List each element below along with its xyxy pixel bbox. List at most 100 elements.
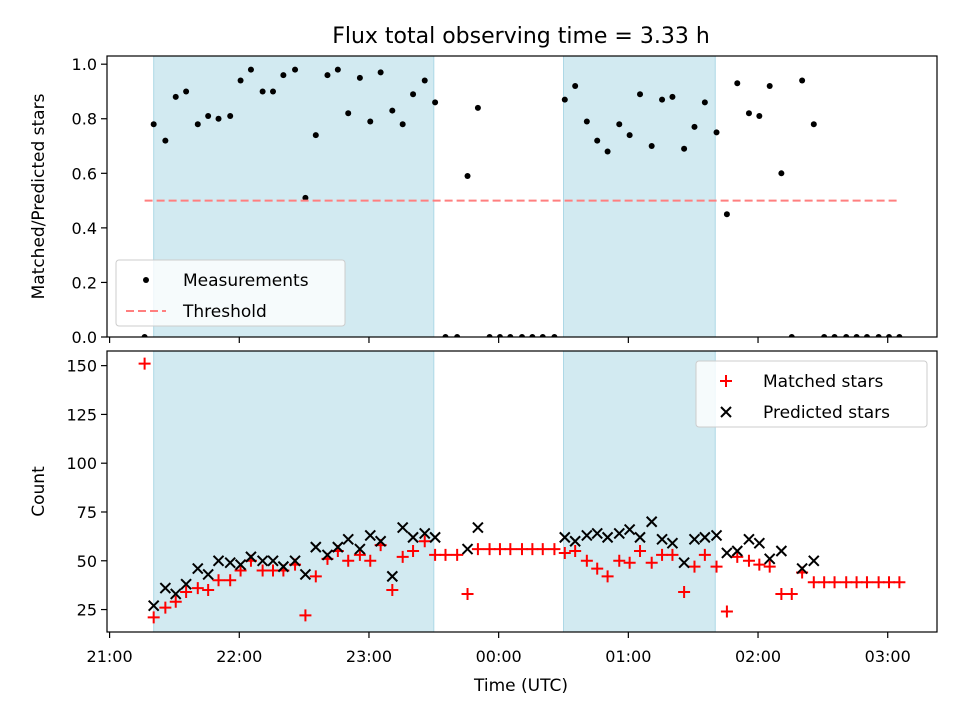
matched-stars-point	[299, 609, 312, 622]
measurement-point	[799, 77, 806, 84]
shaded-interval-1	[153, 351, 434, 632]
matched-stars-point	[309, 570, 322, 583]
matched-stars-point	[483, 543, 496, 556]
measurement-point	[669, 93, 676, 100]
measurement-point	[205, 113, 212, 120]
matched-stars-point	[666, 548, 679, 561]
measurement-point	[756, 113, 763, 120]
predicted-stars-point	[321, 549, 334, 561]
legend-frame	[695, 360, 928, 428]
measurement-point	[421, 77, 428, 84]
predicted-stars-point	[656, 533, 668, 546]
legend-label: Matched stars	[763, 372, 883, 392]
legend-label: Measurements	[183, 271, 309, 291]
predicted-stars-point	[180, 578, 192, 590]
predicted-stars-point	[731, 545, 743, 557]
predicted-stars-point	[374, 535, 387, 547]
matched-stars-point	[645, 556, 658, 569]
measurement-point	[701, 99, 708, 106]
measurement-point	[215, 115, 222, 122]
predicted-stars-point	[170, 588, 182, 600]
measurement-point	[681, 145, 688, 152]
predicted-stars-point	[743, 533, 755, 546]
predicted-stars-point	[277, 560, 290, 573]
predicted-stars-point	[245, 551, 257, 563]
matched-stars-point	[591, 562, 604, 575]
predicted-stars-point	[429, 531, 441, 544]
x-tick-label: 21:00	[87, 647, 133, 666]
predicted-stars-point	[461, 543, 474, 555]
measurement-point	[572, 83, 579, 90]
measurement-point	[247, 66, 254, 73]
axes-frame	[106, 350, 938, 633]
matched-stars-point	[169, 595, 182, 608]
matched-stars-point	[202, 584, 215, 597]
predicted-stars-point	[699, 531, 711, 544]
matched-stars-point	[613, 554, 626, 567]
measurement-point	[551, 334, 558, 337]
matched-stars-point	[212, 574, 225, 587]
y-tick-label: 100	[66, 454, 97, 473]
predicted-stars-point	[581, 529, 593, 542]
chart-title: Flux total observing time = 3.33 h	[332, 24, 710, 49]
measurement-point	[162, 137, 169, 144]
measurement-point	[788, 334, 795, 337]
matched-stars-point	[256, 564, 269, 577]
matched-stars-point	[742, 554, 755, 567]
matched-stars-point	[267, 564, 279, 577]
measurement-point	[843, 334, 850, 337]
shaded-interval-2	[563, 351, 716, 632]
matched-stars-point	[623, 556, 636, 569]
predicted-stars-point	[159, 582, 172, 594]
predicted-stars-point	[224, 557, 236, 569]
legend-label: Predicted stars	[763, 403, 890, 423]
matched-stars-point	[688, 560, 701, 573]
matched-stars-point	[159, 601, 172, 614]
matched-stars-point	[850, 576, 863, 589]
matched-stars-point	[775, 587, 788, 600]
y-tick-label: 150	[66, 357, 97, 376]
matched-stars-point	[753, 558, 766, 571]
predicted-stars-point	[419, 527, 431, 540]
matched-stars-point	[883, 576, 896, 589]
measurement-point	[442, 334, 449, 337]
measurement-point	[734, 80, 741, 87]
measurement-point	[821, 334, 828, 337]
matched-stars-point	[872, 576, 885, 589]
predicted-stars-point	[342, 533, 354, 546]
measurement-point	[691, 123, 698, 130]
count-panel: 25 50 75 100 125 150 21:00 22:00 23:00 00:00 01:00…	[29, 350, 938, 666]
predicted-stars-point	[299, 568, 312, 581]
matched-stars-point	[147, 611, 160, 624]
measurement-point	[280, 72, 287, 79]
y-axis-label: Matched/Predicted stars	[29, 93, 49, 299]
matched-stars-point	[429, 548, 442, 561]
measurement-point	[604, 148, 611, 155]
predicted-stars-point	[634, 531, 646, 544]
measurement-point	[713, 129, 720, 136]
measurement-point	[886, 334, 893, 337]
y-axis-label: Count	[29, 466, 49, 517]
y-tick-label: 50	[77, 552, 97, 571]
matched-stars-point	[526, 543, 539, 556]
matched-stars-point	[234, 564, 247, 577]
y-tick-label: 0.2	[72, 273, 97, 292]
matched-stars-point	[785, 587, 798, 600]
y-tick-label: 75	[77, 503, 97, 522]
predicted-stars-point	[688, 533, 701, 546]
ratio-panel: 0.0 0.2 0.4 0.6 0.8 1.0 Matched/Predicted star…	[29, 55, 938, 347]
predicted-stars-point	[310, 541, 322, 553]
matched-stars-point	[548, 543, 561, 556]
measurement-point	[659, 96, 666, 103]
measurement-point	[496, 334, 503, 337]
legend: Matched stars Predicted stars	[695, 360, 928, 428]
legend: Measurements Threshold	[115, 259, 346, 327]
measurement-point	[302, 194, 309, 201]
predicted-stars-point	[202, 568, 214, 581]
matched-stars-point	[807, 576, 820, 589]
matched-stars-point	[569, 545, 582, 558]
predicted-stars-point	[364, 529, 376, 542]
measurement-point	[227, 113, 234, 120]
measurement-point	[454, 334, 461, 337]
matched-stars-point	[342, 554, 355, 567]
